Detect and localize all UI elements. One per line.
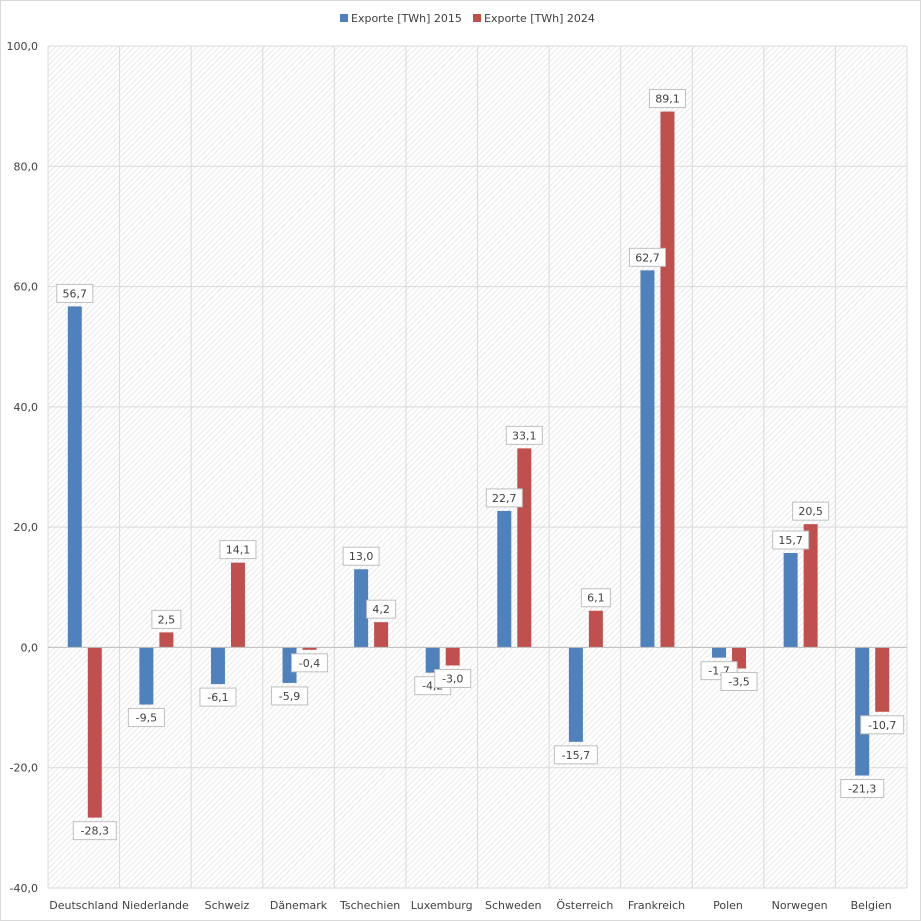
data-label-box: [772, 530, 810, 550]
data-label: -9,5: [136, 712, 157, 725]
y-tick-label: 20,0: [14, 521, 39, 534]
data-label-box: [271, 686, 309, 706]
bar-2024: [374, 622, 389, 648]
data-label: 14,1: [226, 544, 251, 557]
data-label: 62,7: [635, 251, 660, 264]
bar-2015: [210, 647, 225, 685]
y-tick-label: 0,0: [21, 641, 39, 654]
bar-2015: [497, 510, 512, 648]
x-tick-label: Frankreich: [628, 899, 685, 912]
data-label: 56,7: [63, 287, 88, 300]
y-tick-label: -20,0: [10, 762, 38, 775]
data-label: 33,1: [512, 429, 537, 442]
y-tick-label: 80,0: [14, 160, 39, 173]
data-label-box: [199, 687, 237, 707]
bar-2015: [354, 569, 369, 648]
x-tick-label: Österreich: [556, 899, 613, 912]
data-label-box: [366, 599, 397, 619]
x-tick-label: Norwegen: [772, 899, 828, 912]
x-tick-label: Schweden: [485, 899, 542, 912]
bar-2015: [712, 647, 727, 658]
y-tick-label: 100,0: [7, 40, 39, 53]
data-label-box: [127, 708, 165, 728]
data-label: -10,7: [868, 719, 896, 732]
data-label-box: [485, 488, 523, 508]
legend-label-2015: Exporte [TWh] 2015: [351, 12, 462, 25]
legend: Exporte [TWh] 2015 Exporte [TWh] 2024: [340, 12, 595, 25]
x-tick-label: Tschechien: [339, 899, 400, 912]
x-tick-label: Niederlande: [122, 899, 189, 912]
y-tick-label: 40,0: [14, 401, 39, 414]
legend-label-2024: Exporte [TWh] 2024: [484, 12, 595, 25]
data-label-box: [648, 89, 686, 109]
data-label: -15,7: [562, 749, 590, 762]
data-label-box: [628, 247, 666, 267]
bar-2015: [67, 306, 82, 648]
data-label-box: [434, 668, 472, 688]
data-label-box: [720, 671, 758, 691]
bar-2015: [783, 553, 798, 648]
data-label-box: [840, 779, 885, 799]
x-tick-label: Polen: [713, 899, 743, 912]
bar-2024: [875, 647, 890, 712]
data-label-box: [219, 540, 257, 560]
bar-2015: [640, 270, 655, 648]
x-tick-label: Deutschland: [49, 899, 118, 912]
bar-2024: [588, 610, 603, 648]
x-tick-label: Belgien: [851, 899, 892, 912]
bar-2024: [660, 111, 675, 648]
data-label: -3,0: [442, 672, 463, 685]
data-label-box: [553, 745, 598, 765]
legend-swatch-2024: [473, 14, 481, 22]
data-label: 22,7: [492, 492, 517, 505]
data-label: -21,3: [848, 783, 876, 796]
data-label: 2,5: [158, 613, 176, 626]
data-label: -6,1: [207, 691, 228, 704]
data-label-box: [72, 821, 117, 841]
y-tick-label: -40,0: [10, 882, 38, 895]
bar-2024: [230, 562, 245, 648]
bar-2024: [87, 647, 102, 818]
data-label: -28,3: [81, 825, 109, 838]
data-label: 20,5: [798, 505, 823, 518]
data-label: 89,1: [655, 93, 680, 106]
data-label-box: [792, 501, 830, 521]
data-label: -3,5: [728, 675, 749, 688]
bar-2015: [568, 647, 583, 742]
x-tick-label: Dänemark: [270, 899, 328, 912]
data-label: 15,7: [778, 534, 803, 547]
data-label: 6,1: [587, 592, 605, 605]
data-label-box: [580, 588, 611, 608]
data-label: 4,2: [372, 603, 390, 616]
data-label-box: [505, 425, 543, 445]
data-label-box: [860, 715, 905, 735]
data-label-box: [291, 653, 329, 673]
data-label-box: [56, 283, 94, 303]
x-tick-label: Schweiz: [205, 899, 250, 912]
data-label: -5,9: [279, 690, 300, 703]
bar-2015: [855, 647, 870, 776]
bar-2015: [425, 647, 440, 673]
data-label-box: [342, 546, 380, 566]
bar-2024: [517, 448, 532, 648]
bar-2024: [159, 632, 174, 648]
data-label: 13,0: [349, 550, 374, 563]
x-tick-label: Luxemburg: [411, 899, 473, 912]
bar-2024: [803, 524, 818, 648]
bar-2024: [445, 647, 460, 666]
bar-2024: [302, 647, 317, 650]
data-label-box: [151, 609, 182, 629]
bar-2015: [139, 647, 154, 705]
y-tick-label: 60,0: [14, 281, 39, 294]
data-label: -0,4: [299, 657, 320, 670]
legend-swatch-2015: [340, 14, 348, 22]
